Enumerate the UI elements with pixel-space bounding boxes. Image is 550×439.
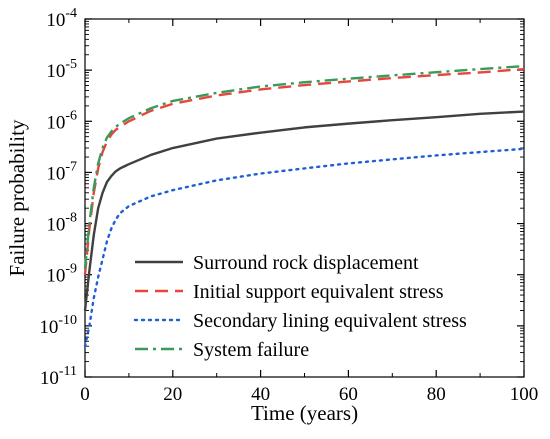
y-tick-label: 10-11 — [40, 364, 77, 389]
y-tick-label: 10-7 — [46, 159, 77, 184]
y-tick-label: 10-8 — [46, 211, 77, 236]
y-tick-label: 10-9 — [46, 262, 77, 287]
y-tick-label: 10-5 — [46, 57, 77, 82]
series-line-2 — [83, 67, 525, 275]
axis-ticks: 0 20 40 60 80 100 10-11 10-10 10-9 10-8 10-7 10-6 10… — [39, 6, 538, 405]
series-line-3 — [83, 147, 526, 348]
legend-label-3: Secondary lining equivalent stress — [193, 310, 467, 332]
series-layer — [83, 64, 526, 348]
series-line-1 — [83, 110, 525, 311]
legend-label-2: Initial support equivalent stress — [193, 281, 444, 303]
y-tick-label: 10-10 — [39, 313, 77, 338]
x-axis-title: Time (years) — [251, 401, 358, 425]
x-tick-label: 100 — [510, 384, 539, 405]
series-line-4 — [83, 64, 525, 270]
x-tick-label: 80 — [427, 384, 446, 405]
y-tick-label: 10-4 — [46, 6, 77, 31]
x-tick-label: 40 — [251, 384, 270, 405]
legend-label-1: Surround rock displacement — [193, 252, 419, 274]
x-tick-label: 20 — [163, 384, 182, 405]
y-tick-label: 10-6 — [46, 108, 77, 133]
x-tick-label: 0 — [80, 384, 90, 405]
legend-label-4: System failure — [193, 339, 309, 361]
x-tick-label: 60 — [339, 384, 358, 405]
y-axis-title: Failure probability — [5, 119, 29, 276]
legend: Surround rock displacement Initial suppor… — [133, 252, 467, 361]
